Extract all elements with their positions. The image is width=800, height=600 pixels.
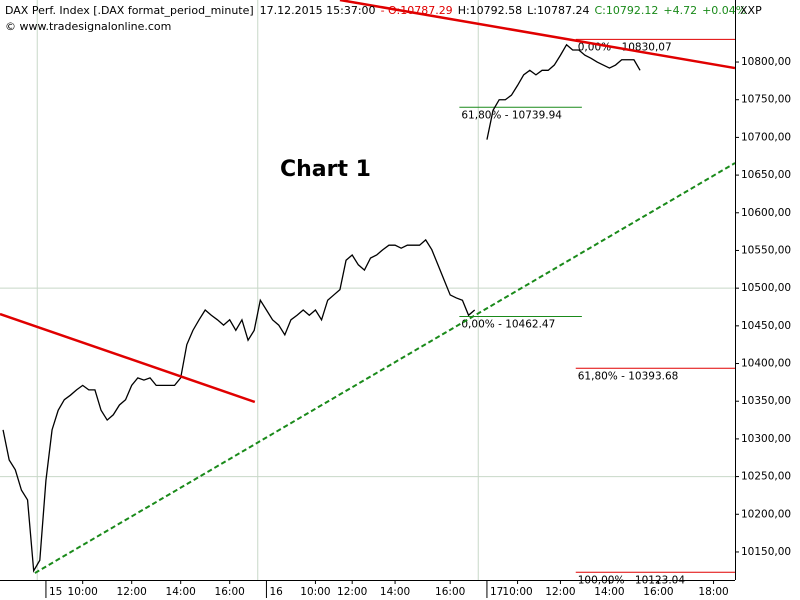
trend-line <box>0 312 256 404</box>
x-tick-label: 16 <box>269 586 283 598</box>
quote-part: +4.72 <box>663 4 697 17</box>
instrument-name: DAX Perf. Index [.DAX format_period_minu… <box>5 4 254 17</box>
x-tick-label: 12:00 <box>337 586 367 598</box>
quote-part: H:10792.58 <box>458 4 522 17</box>
x-tick-label: 16:00 <box>643 586 673 598</box>
quote: - O:10787.29 H:10792.58 L:10787.24 C:10792.… <box>381 4 747 17</box>
header: DAX Perf. Index [.DAX format_period_minu… <box>5 4 746 17</box>
quote-part: C:10792.12 <box>594 4 658 17</box>
y-tick-label: 10700,00 <box>741 131 791 143</box>
y-tick-label: 10500,00 <box>741 282 791 294</box>
x-tick-label: 16:00 <box>215 586 245 598</box>
y-tick-label: 10550,00 <box>741 244 791 256</box>
y-tick-label: 10300,00 <box>741 433 791 445</box>
symbol: XXP <box>740 4 762 17</box>
x-tick-label: 10:00 <box>68 586 98 598</box>
y-tick-label: 10450,00 <box>741 320 791 332</box>
y-tick-label: 10600,00 <box>741 207 791 219</box>
y-tick-label: 10800,00 <box>741 56 791 68</box>
x-tick-label: 10:00 <box>502 586 532 598</box>
fib-label: 61,80% - 10393.68 <box>578 370 679 382</box>
y-tick-label: 10650,00 <box>741 169 791 181</box>
x-tick-label: 14:00 <box>594 586 624 598</box>
annotation: Chart 1 <box>280 157 371 182</box>
trend-line <box>34 162 736 574</box>
x-tick-label: 14:00 <box>166 586 196 598</box>
x-tick-label: 17 <box>490 586 503 598</box>
fib-label: 61,80% - 10739.94 <box>461 109 562 121</box>
trend-line <box>339 0 736 70</box>
x-tick-label: 16:00 <box>435 586 465 598</box>
quote-part: L:10787.24 <box>527 4 589 17</box>
price-line <box>2 43 641 573</box>
x-tick-label: 12:00 <box>117 586 147 598</box>
y-tick-label: 10200,00 <box>741 508 791 520</box>
y-tick-label: 10150,00 <box>741 546 791 558</box>
y-tick-label: 10400,00 <box>741 358 791 370</box>
fib-label: 0,00% - 10462.47 <box>461 318 555 330</box>
x-tick-label: 15 <box>49 586 62 598</box>
y-tick-label: 10750,00 <box>741 94 791 106</box>
x-tick-label: 12:00 <box>545 586 575 598</box>
source: © www.tradesignalonline.com <box>5 20 171 33</box>
quote-part: +0.04% <box>702 4 746 17</box>
x-tick-label: 10:00 <box>300 586 330 598</box>
quote-part: - O:10787.29 <box>381 4 453 17</box>
y-tick-label: 10350,00 <box>741 395 791 407</box>
x-tick-label: 18:00 <box>698 586 728 598</box>
timestamp: 17.12.2015 15:37:00 <box>260 4 376 17</box>
x-tick-label: 14:00 <box>380 586 410 598</box>
y-tick-label: 10250,00 <box>741 471 791 483</box>
